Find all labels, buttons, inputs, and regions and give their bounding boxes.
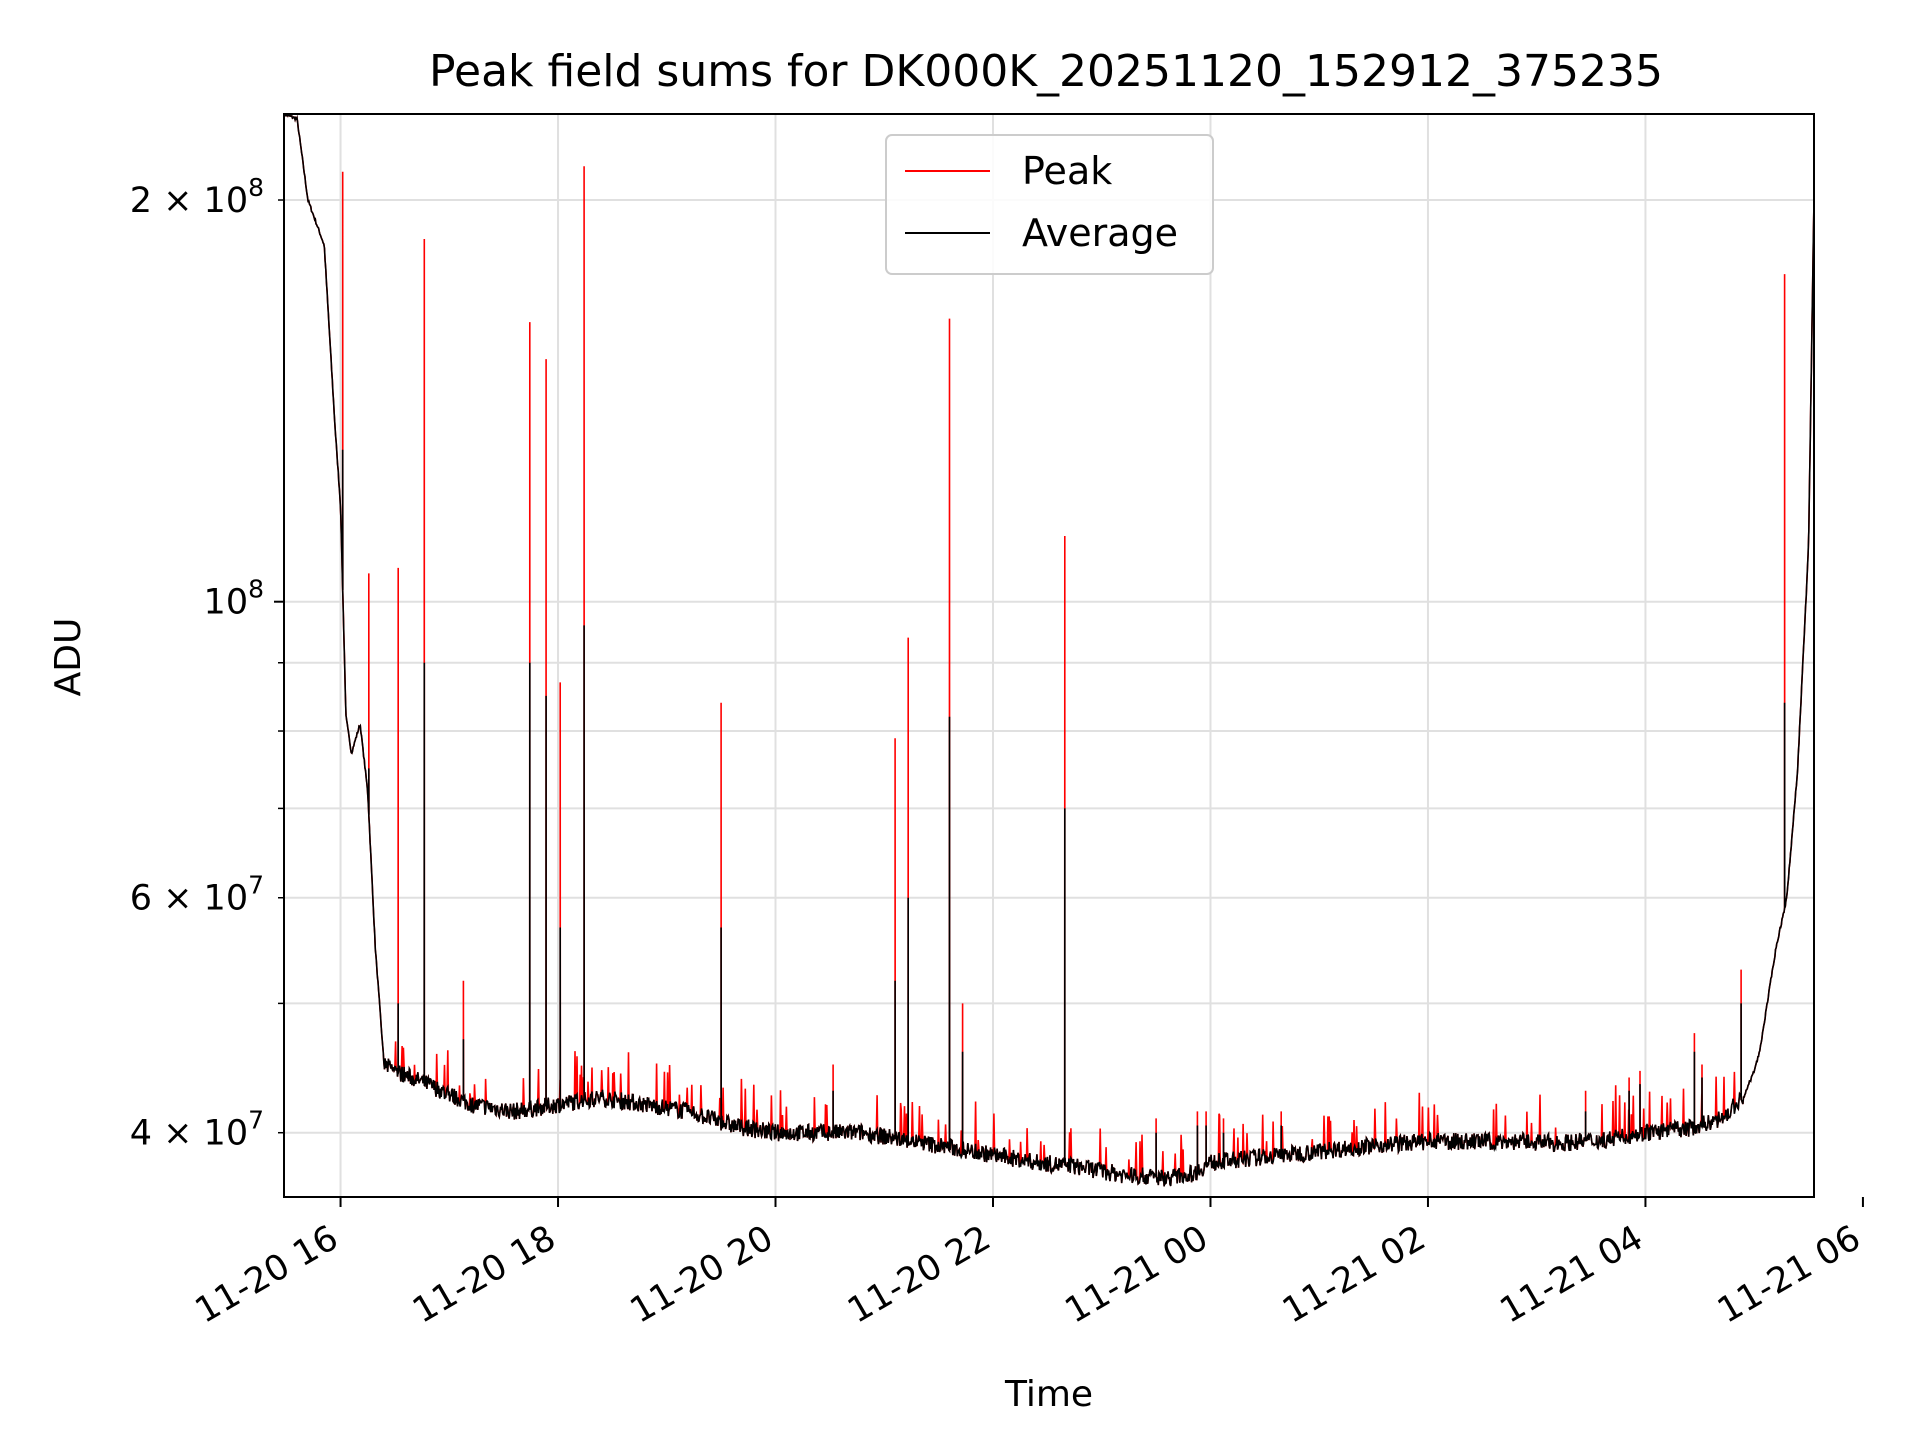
legend-box bbox=[885, 134, 1214, 275]
y-axis-label: ADU bbox=[48, 618, 89, 697]
legend-average-label: Average bbox=[1022, 211, 1178, 255]
chart-title: Peak field sums for DK000K_20251120_1529… bbox=[429, 46, 1663, 97]
y-tick-label: 6 × 107 bbox=[130, 871, 264, 919]
y-axis-ticks: 108 2 × 108 6 × 107 4 × 107 bbox=[130, 173, 284, 1154]
y-tick-label: 2 × 108 bbox=[130, 173, 264, 221]
series-average-line bbox=[284, 114, 1814, 1187]
y-tick-label: 108 bbox=[204, 575, 264, 623]
series-layer bbox=[284, 114, 1814, 1187]
plot-frame bbox=[283, 113, 1815, 1198]
x-axis-label: Time bbox=[1004, 1374, 1093, 1415]
y-tick-label: 4 × 107 bbox=[130, 1106, 264, 1154]
legend-peak-label: Peak bbox=[1022, 149, 1112, 193]
grid bbox=[284, 114, 1814, 1197]
legend: Peak Average bbox=[885, 134, 1214, 275]
